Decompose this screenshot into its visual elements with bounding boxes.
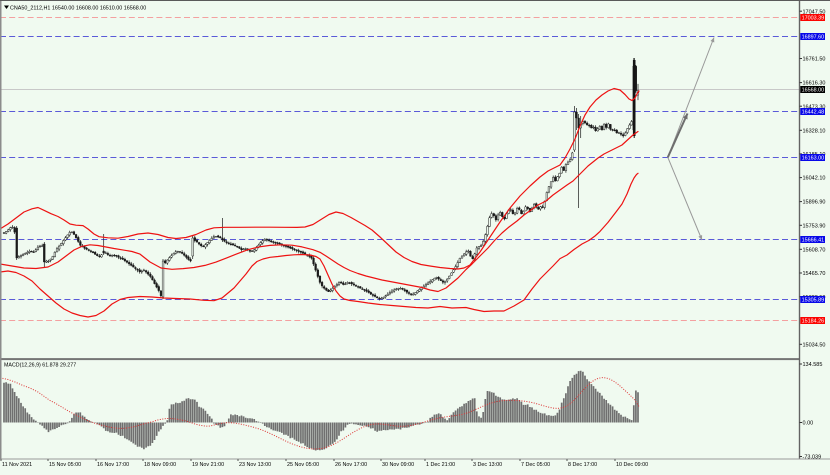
svg-text:19 Nov 21:00: 19 Nov 21:00	[192, 462, 224, 468]
svg-text:15305.89: 15305.89	[802, 298, 824, 304]
svg-text:15 Nov 05:00: 15 Nov 05:00	[49, 462, 81, 468]
svg-text:16163.00: 16163.00	[802, 156, 824, 162]
svg-text:10 Dec 09:00: 10 Dec 09:00	[616, 462, 648, 468]
svg-text:1 Dec 21:00: 1 Dec 21:00	[426, 462, 455, 468]
svg-text:17047.50: 17047.50	[803, 9, 826, 15]
svg-text:-73.039: -73.039	[803, 455, 822, 461]
svg-text:15608.70: 15608.70	[803, 247, 826, 253]
svg-text:16328.10: 16328.10	[803, 128, 826, 134]
svg-text:15184.26: 15184.26	[802, 319, 824, 325]
svg-text:3 Dec 13:00: 3 Dec 13:00	[473, 462, 502, 468]
svg-text:16 Nov 17:00: 16 Nov 17:00	[97, 462, 129, 468]
svg-text:26 Nov 17:00: 26 Nov 17:00	[335, 462, 367, 468]
svg-text:30 Nov 09:00: 30 Nov 09:00	[382, 462, 414, 468]
svg-text:15666.41: 15666.41	[802, 238, 824, 244]
svg-text:16473.30: 16473.30	[803, 104, 826, 110]
svg-text:16616.30: 16616.30	[803, 81, 826, 87]
svg-text:16568.00: 16568.00	[802, 88, 824, 94]
svg-text:16897.60: 16897.60	[802, 35, 824, 41]
svg-text:25 Nov 05:00: 25 Nov 05:00	[287, 462, 319, 468]
svg-text:16442.48: 16442.48	[802, 110, 824, 116]
svg-text:15034.50: 15034.50	[803, 342, 826, 348]
svg-text:0.00: 0.00	[803, 421, 814, 427]
svg-text:15896.90: 15896.90	[803, 200, 826, 206]
svg-text:8 Dec 17:00: 8 Dec 17:00	[568, 462, 597, 468]
svg-text:7 Dec 05:00: 7 Dec 05:00	[521, 462, 550, 468]
svg-text:15753.90: 15753.90	[803, 223, 826, 229]
svg-text:15465.70: 15465.70	[803, 271, 826, 277]
svg-text:CNA50_2112,H1 16540.00 16608.: CNA50_2112,H1 16540.00 16608.00 16510.00…	[10, 6, 146, 12]
svg-text:MACD(12,26,9) 61.878 29.277: MACD(12,26,9) 61.878 29.277	[4, 363, 76, 369]
svg-text:16042.10: 16042.10	[803, 176, 826, 182]
svg-text:23 Nov 13:00: 23 Nov 13:00	[239, 462, 271, 468]
svg-text:16761.50: 16761.50	[803, 57, 826, 63]
svg-text:17003.39: 17003.39	[802, 16, 824, 22]
svg-text:11 Nov 2021: 11 Nov 2021	[2, 462, 32, 468]
svg-text:18 Nov 09:00: 18 Nov 09:00	[144, 462, 176, 468]
svg-text:134.585: 134.585	[803, 362, 823, 368]
